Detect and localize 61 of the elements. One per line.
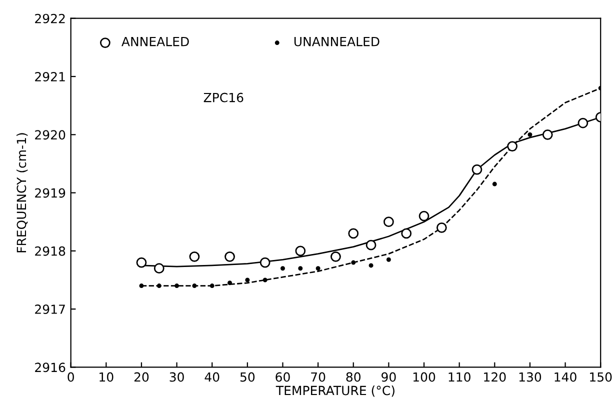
point <box>418 210 430 222</box>
point <box>472 164 482 175</box>
x-tick-label: 60 <box>276 372 290 382</box>
x-tick-label: 80 <box>346 372 360 382</box>
point <box>436 222 447 233</box>
x-tick-label: 150 <box>590 372 612 382</box>
y-tick-label: 2919 <box>35 188 66 198</box>
x-tick-label: 20 <box>134 372 149 382</box>
point <box>210 284 214 288</box>
point <box>368 263 374 268</box>
point <box>348 228 359 239</box>
x-tick-label: 50 <box>240 372 255 382</box>
y-tick-label: 2918 <box>35 246 66 256</box>
point <box>280 266 285 271</box>
point <box>351 260 356 265</box>
x-tick-label: 110 <box>448 372 470 382</box>
point <box>366 240 376 250</box>
y-tick-label: 2922 <box>35 14 65 24</box>
y-axis-title: FREQUENCY (cm-1) <box>16 133 28 252</box>
x-tick-label: 140 <box>554 372 576 382</box>
point <box>228 280 232 286</box>
point <box>192 284 197 288</box>
point <box>298 266 303 271</box>
point <box>262 278 268 282</box>
point <box>330 252 341 262</box>
point <box>542 129 553 140</box>
x-axis-title: TEMPERATURE (°C) <box>276 386 394 397</box>
x-tick-label: 10 <box>100 372 114 382</box>
y-tick-label: 2921 <box>35 72 65 82</box>
x-tick-label: 90 <box>382 372 396 382</box>
point <box>578 118 588 128</box>
point <box>386 257 391 262</box>
point <box>492 182 497 186</box>
annotation: ZPC16 <box>204 92 244 102</box>
point <box>224 252 235 262</box>
x-tick-label: 130 <box>519 372 542 382</box>
point <box>139 284 144 288</box>
point <box>316 266 320 271</box>
x-tick-label: 40 <box>204 372 220 382</box>
legend-label: UNANNEALED <box>294 36 380 46</box>
point <box>507 141 518 152</box>
point <box>189 252 200 262</box>
x-tick-label: 0 <box>68 372 74 382</box>
point <box>136 257 147 268</box>
x-tick-label: 30 <box>170 372 184 382</box>
point <box>154 263 164 274</box>
legend-label: ANNEALED <box>122 36 189 46</box>
point <box>260 257 270 268</box>
point <box>245 278 250 282</box>
point <box>295 246 306 256</box>
point <box>401 228 412 239</box>
x-tick-label: 70 <box>311 372 326 382</box>
point <box>156 284 162 288</box>
x-tick-label: 120 <box>484 372 506 382</box>
x-tick-label: 100 <box>413 372 436 382</box>
y-tick-label: 2917 <box>35 304 65 314</box>
y-tick-label: 2916 <box>35 362 66 372</box>
point <box>528 132 532 137</box>
point <box>384 216 394 228</box>
y-tick-label: 2920 <box>35 130 66 140</box>
point <box>174 284 180 288</box>
